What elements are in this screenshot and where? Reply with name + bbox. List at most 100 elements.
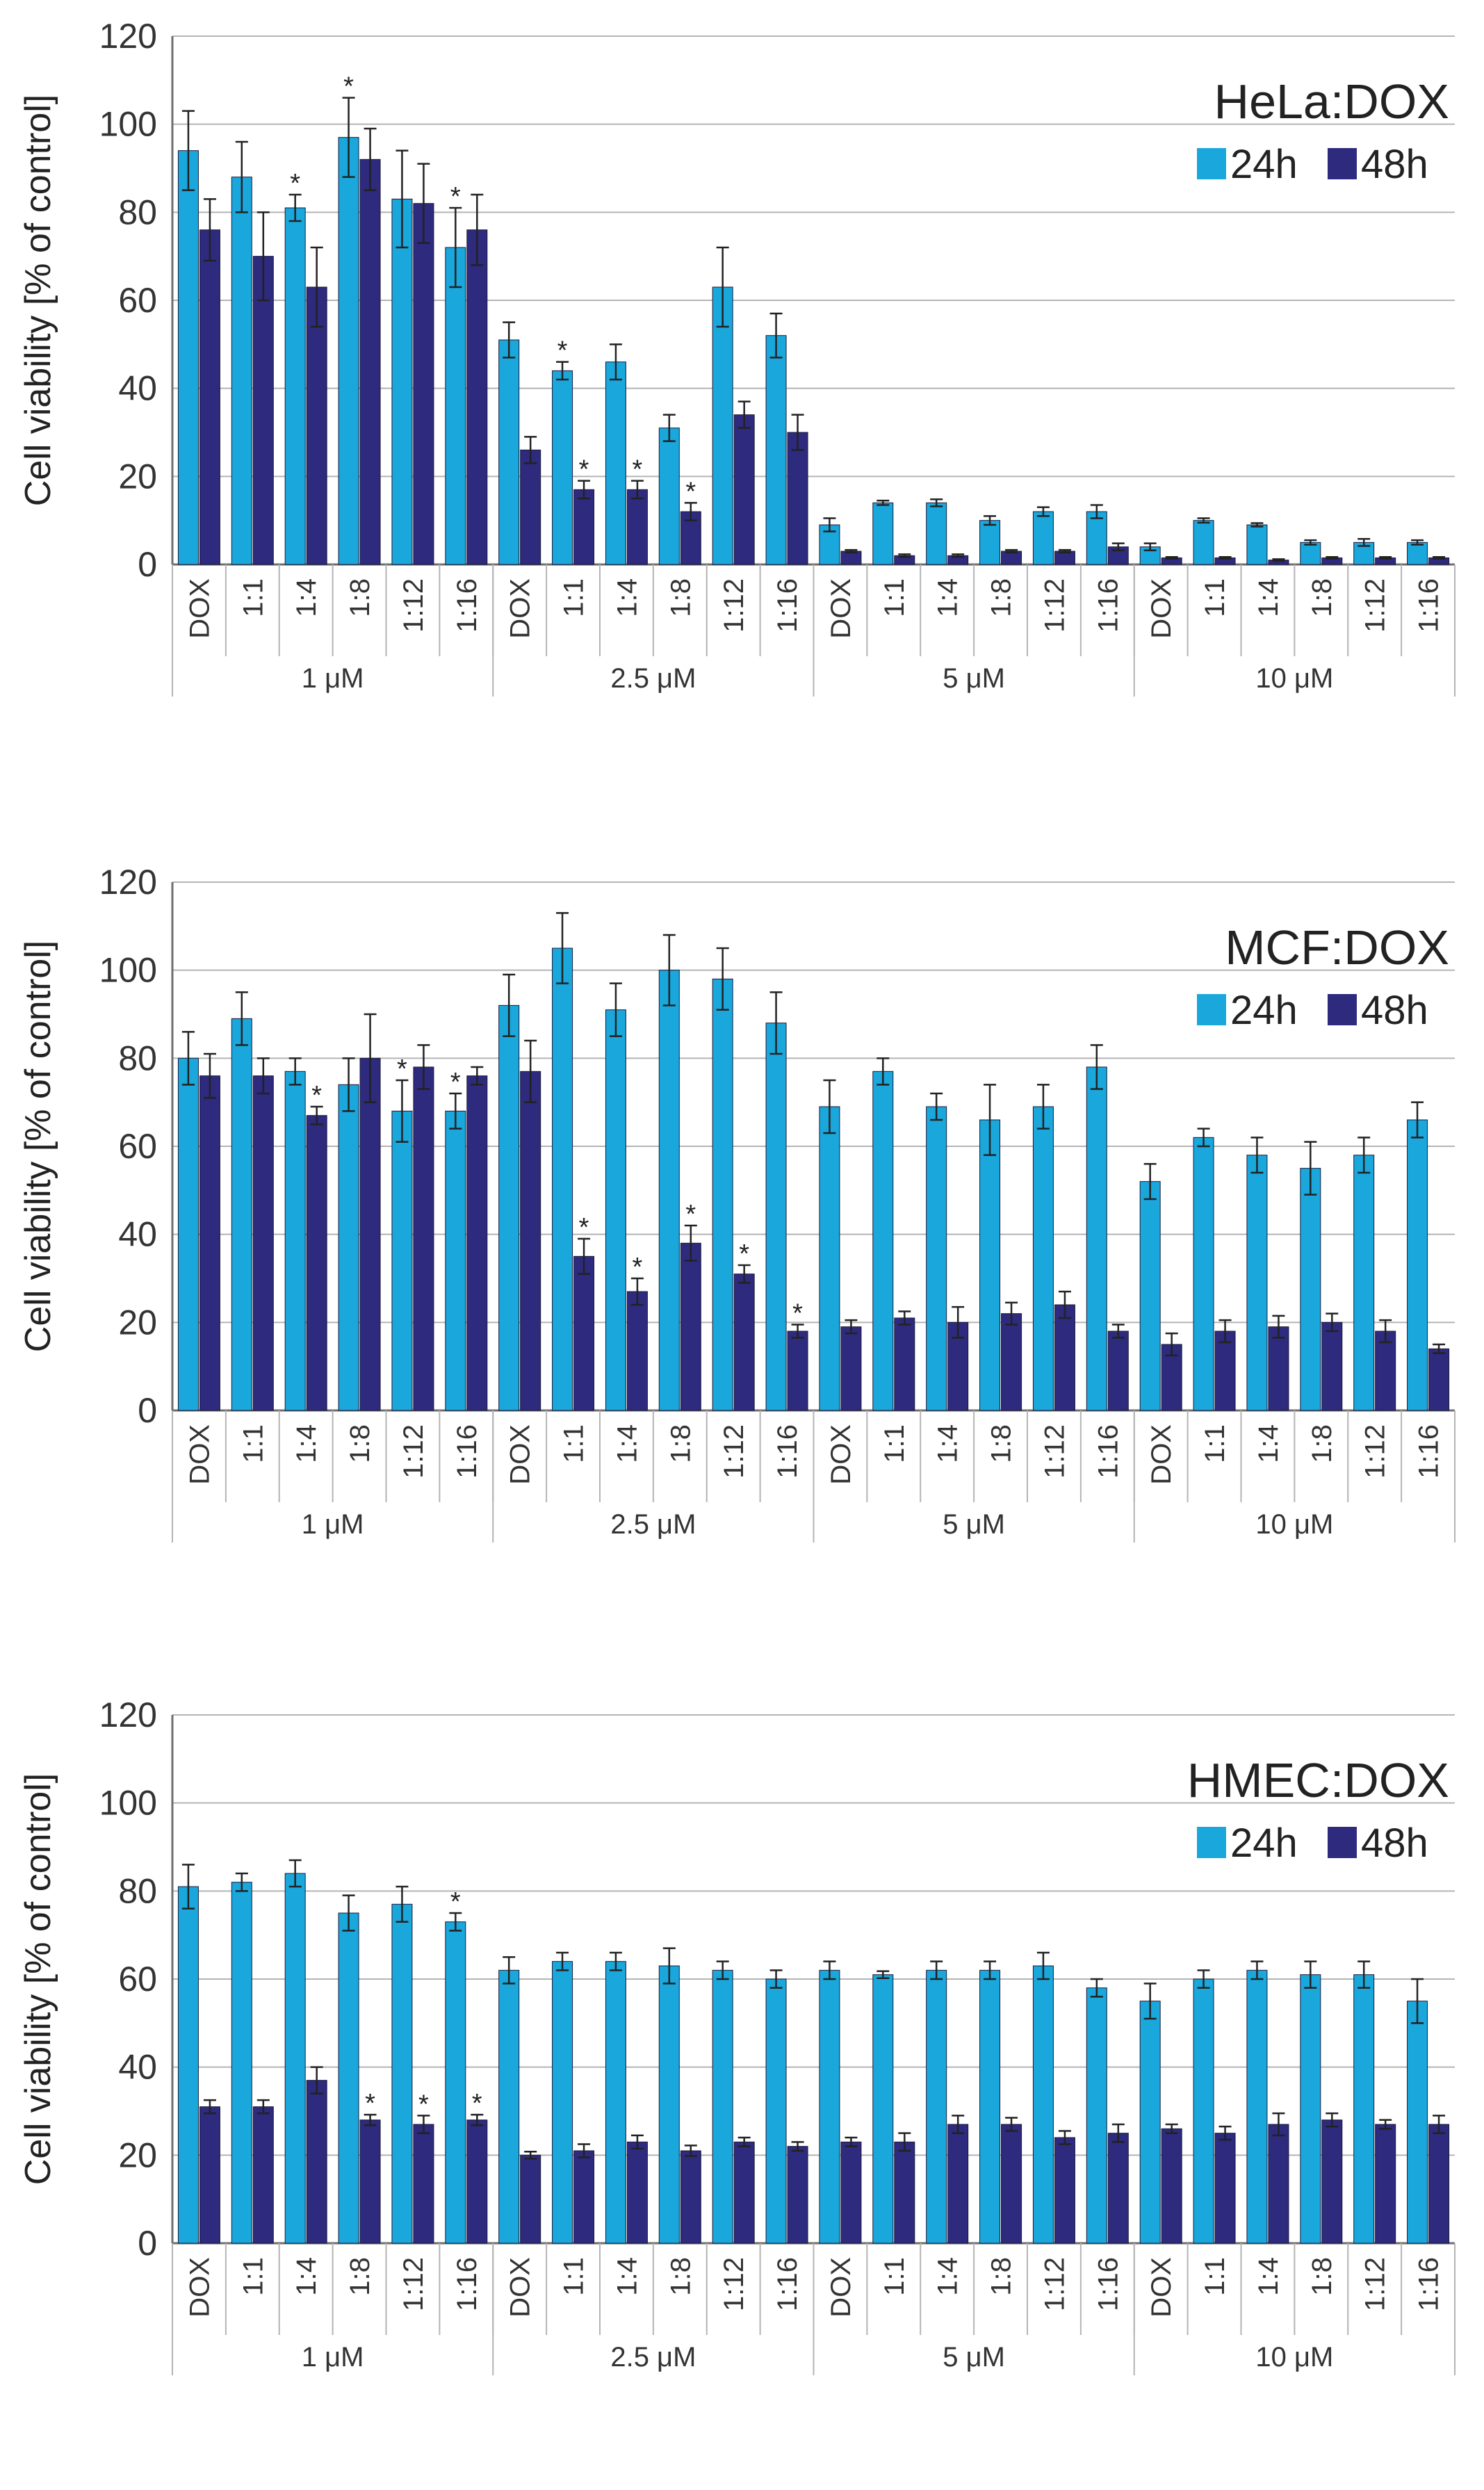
- x-category-label: DOX: [826, 578, 856, 639]
- y-tick-label: 60: [118, 281, 157, 320]
- y-tick-label: 100: [99, 951, 157, 990]
- bar-24h: [1032, 1106, 1054, 1411]
- bar-24h: [872, 502, 894, 565]
- x-category-label: 1:12: [719, 2257, 749, 2311]
- x-group-label: 1 μM: [302, 1509, 364, 1540]
- x-category-label: 1:1: [879, 2257, 910, 2296]
- bar-24h: [1300, 1974, 1321, 2244]
- x-category-label: 1:1: [559, 578, 589, 617]
- bar-48h: [894, 1317, 915, 1411]
- x-category-label: 1:1: [559, 2257, 589, 2296]
- x-category-label: 1:4: [1253, 578, 1284, 617]
- x-category-label: 1:16: [772, 2257, 803, 2311]
- significance-marker: *: [633, 1253, 643, 1282]
- x-group-label: 1 μM: [302, 2342, 364, 2373]
- x-category-label: DOX: [184, 1424, 215, 1485]
- bar-24h: [391, 1903, 413, 2244]
- bar-48h: [413, 2124, 434, 2244]
- bar-48h: [1268, 1326, 1289, 1411]
- bar-48h: [1268, 2124, 1289, 2244]
- bar-48h: [1054, 1304, 1075, 1411]
- chart-title: HMEC:DOX: [1187, 1753, 1449, 1807]
- bar-48h: [680, 1242, 701, 1411]
- y-tick-label: 120: [99, 863, 157, 902]
- x-category-label: 1:1: [238, 1424, 268, 1463]
- bar-48h: [1001, 2124, 1022, 2244]
- bar-48h: [359, 158, 381, 565]
- bar-24h: [605, 361, 626, 565]
- x-group-label: 2.5 μM: [610, 663, 696, 694]
- bar-48h: [520, 1071, 541, 1411]
- x-category-label: 1:16: [452, 1424, 482, 1479]
- legend-swatch-24h: [1197, 148, 1226, 179]
- bar-48h: [573, 1255, 595, 1411]
- x-category-label: DOX: [1146, 2257, 1177, 2318]
- significance-marker: *: [633, 455, 643, 485]
- bar-24h: [712, 1969, 733, 2244]
- x-group-label: 10 μM: [1255, 663, 1333, 694]
- bar-48h: [306, 2080, 327, 2244]
- legend-label-24h: 24h: [1230, 988, 1298, 1033]
- bar-24h: [979, 1119, 1001, 1411]
- y-tick-label: 40: [118, 2048, 157, 2087]
- significance-marker: *: [557, 336, 568, 366]
- bar-48h: [199, 1075, 220, 1411]
- x-category-label: 1:4: [612, 2257, 642, 2296]
- bar-24h: [552, 947, 573, 1411]
- bar-24h: [445, 1921, 466, 2244]
- significance-marker: *: [343, 72, 354, 101]
- x-category-label: 1:16: [1093, 2257, 1123, 2311]
- x-category-label: 1:1: [238, 2257, 268, 2296]
- significance-marker: *: [397, 1055, 407, 1084]
- x-category-label: 1:16: [452, 578, 482, 633]
- bar-48h: [733, 414, 755, 565]
- bar-48h: [787, 2146, 808, 2244]
- x-category-label: 1:8: [986, 578, 1017, 617]
- x-group-label: 5 μM: [943, 2342, 1005, 2373]
- x-category-label: 1:1: [879, 1424, 910, 1463]
- bar-24h: [1407, 542, 1428, 565]
- legend-swatch-48h: [1328, 148, 1357, 179]
- bar-24h: [338, 1084, 359, 1411]
- x-category-label: 1:8: [986, 1424, 1017, 1463]
- bar-24h: [819, 1969, 840, 2244]
- x-category-label: 1:16: [1414, 1424, 1444, 1479]
- bar-24h: [658, 1965, 680, 2244]
- legend-label-48h: 48h: [1361, 988, 1428, 1033]
- significance-marker: *: [450, 182, 461, 211]
- bar-24h: [284, 1873, 306, 2244]
- bar-24h: [1193, 1978, 1214, 2244]
- x-group-label: 5 μM: [943, 663, 1005, 694]
- bar-48h: [413, 1066, 434, 1411]
- bar-48h: [680, 2150, 701, 2244]
- bar-24h: [819, 524, 840, 565]
- x-category-label: 1:12: [719, 1424, 749, 1479]
- bar-24h: [605, 1961, 626, 2244]
- bar-24h: [498, 1969, 520, 2244]
- y-tick-label: 80: [118, 1039, 157, 1077]
- bar-24h: [1353, 1974, 1375, 2244]
- bar-24h: [658, 428, 680, 565]
- bar-48h: [573, 489, 595, 565]
- bar-48h: [1001, 1313, 1022, 1411]
- bar-48h: [787, 432, 808, 565]
- x-category-label: 1:4: [291, 2257, 322, 2296]
- bar-48h: [840, 1326, 862, 1411]
- y-tick-label: 120: [99, 17, 157, 56]
- bar-24h: [177, 1057, 199, 1411]
- x-category-label: DOX: [505, 578, 536, 639]
- bar-24h: [1086, 1066, 1107, 1411]
- y-tick-label: 80: [118, 193, 157, 231]
- x-category-label: DOX: [826, 2257, 856, 2318]
- bar-24h: [1086, 511, 1107, 565]
- x-category-label: 1:4: [933, 1424, 963, 1463]
- legend-label-48h: 48h: [1361, 1821, 1428, 1866]
- bar-24h: [284, 207, 306, 565]
- significance-marker: *: [450, 1887, 461, 1917]
- x-category-label: 1:1: [238, 578, 268, 617]
- y-tick-label: 60: [118, 1127, 157, 1166]
- x-category-label: 1:8: [345, 2257, 375, 2296]
- significance-marker: *: [579, 1213, 589, 1242]
- x-category-label: 1:12: [1039, 578, 1070, 633]
- x-category-label: DOX: [505, 2257, 536, 2318]
